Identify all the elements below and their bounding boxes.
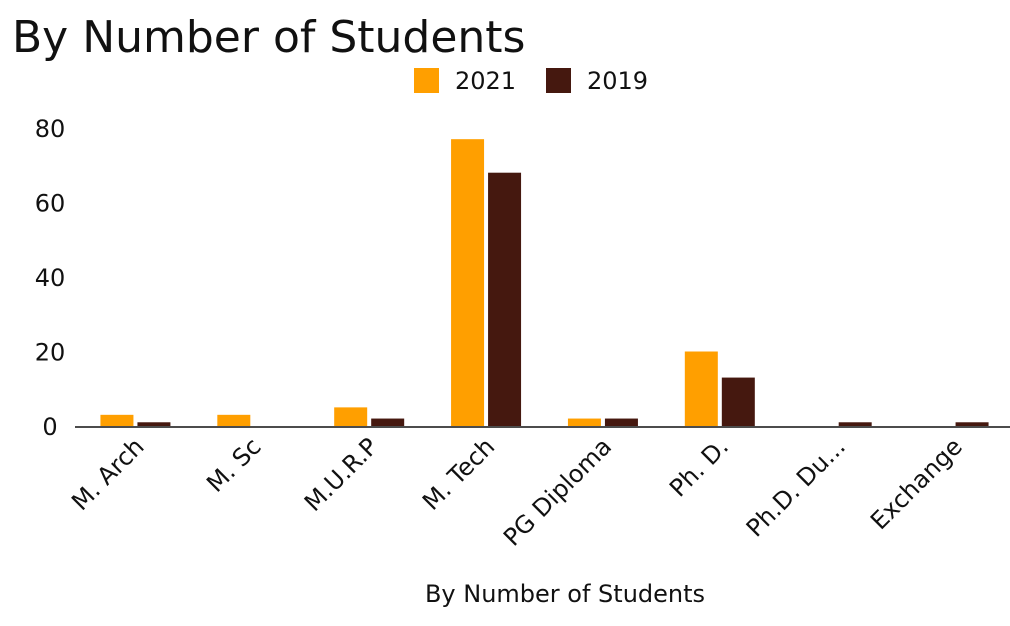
x-tick-label: M. Arch <box>66 432 150 516</box>
bar-2019-5 <box>721 377 755 426</box>
y-tick-label: 40 <box>35 264 66 292</box>
bar-2019-6 <box>838 422 872 426</box>
bar-2021-3 <box>451 139 485 427</box>
legend: 2021 2019 <box>414 67 648 95</box>
y-tick-label: 80 <box>35 115 66 143</box>
x-tick-label: PG Diploma <box>498 432 617 551</box>
x-tick-label: Ph. D. <box>664 432 734 502</box>
bar-2019-2 <box>371 418 405 426</box>
x-tick-label: Ph.D. Du... <box>741 432 851 542</box>
bar-2021-2 <box>334 407 368 426</box>
bar-2021-5 <box>684 351 718 426</box>
bar-2021-1 <box>217 414 251 426</box>
bar-2021-0 <box>100 414 134 426</box>
y-tick-label: 20 <box>35 339 66 367</box>
bar-2019-3 <box>488 172 522 426</box>
bar-2019-7 <box>955 422 989 426</box>
bar-2019-0 <box>137 422 171 426</box>
legend-swatch-2019 <box>546 68 571 93</box>
bar-2019-4 <box>604 418 638 426</box>
y-tick-label: 0 <box>42 413 57 441</box>
chart-title: By Number of Students <box>12 12 525 63</box>
bar-2021-4 <box>567 418 601 426</box>
x-tick-label: M. Sc <box>201 432 266 497</box>
y-axis: 0 20 40 60 80 <box>35 115 66 441</box>
legend-label-2019: 2019 <box>587 67 648 95</box>
bars <box>100 139 989 427</box>
x-tick-label: M. Tech <box>417 432 500 515</box>
legend-label-2021: 2021 <box>455 67 516 95</box>
legend-swatch-2021 <box>414 68 439 93</box>
x-axis-label: By Number of Students <box>425 580 705 608</box>
y-tick-label: 60 <box>35 190 66 218</box>
x-tick-label: Exchange <box>865 432 968 535</box>
x-tick-label: M.U.R.P <box>299 432 383 516</box>
